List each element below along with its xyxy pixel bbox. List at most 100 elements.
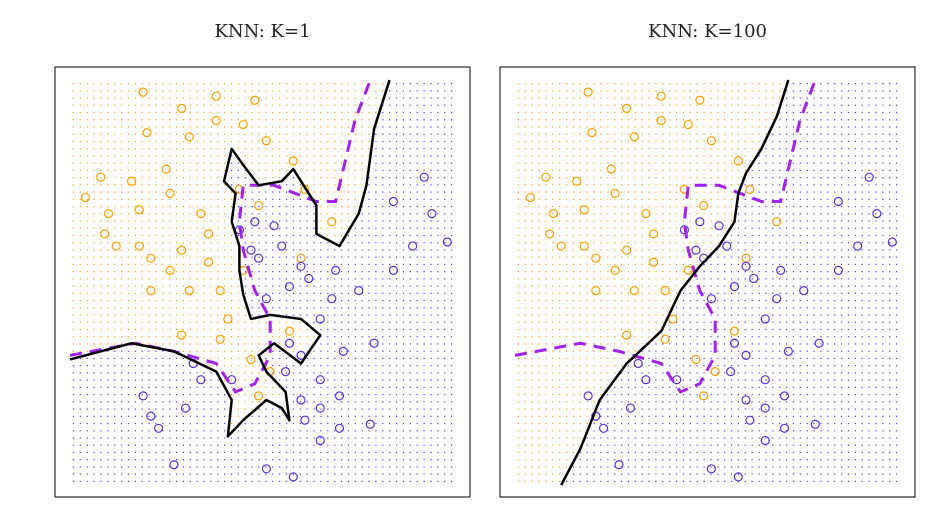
grid-dot — [313, 169, 315, 172]
grid-dot — [340, 234, 343, 237]
grid-dot — [395, 336, 398, 338]
grid-dot — [203, 408, 205, 410]
grid-dot — [285, 343, 288, 345]
grid-dot — [162, 126, 164, 128]
grid-dot — [531, 415, 533, 417]
grid-dot — [224, 285, 226, 287]
grid-dot — [175, 140, 178, 143]
grid-dot — [244, 205, 246, 208]
grid-dot — [224, 415, 226, 417]
grid-dot — [258, 126, 260, 128]
grid-dot — [237, 393, 240, 396]
grid-dot — [552, 227, 554, 229]
grid-dot — [586, 336, 588, 338]
grid-dot — [450, 299, 453, 302]
grid-dot — [586, 220, 588, 222]
grid-dot — [230, 155, 233, 157]
grid-dot — [155, 299, 157, 302]
grid-dot — [334, 148, 336, 150]
grid-dot — [730, 466, 733, 468]
grid-dot — [155, 379, 157, 381]
grid-dot — [430, 430, 432, 432]
grid-dot — [382, 292, 384, 294]
grid-dot — [320, 133, 322, 135]
grid-dot — [703, 393, 705, 396]
grid-dot — [669, 466, 671, 468]
grid-dot — [320, 256, 322, 258]
grid-dot — [627, 249, 630, 251]
grid-dot — [244, 198, 246, 200]
grid-dot — [634, 299, 636, 302]
grid-dot — [93, 249, 95, 251]
grid-dot — [444, 299, 446, 302]
grid-dot — [368, 473, 370, 475]
grid-dot — [627, 140, 630, 143]
grid-dot — [648, 227, 650, 229]
grid-dot — [127, 191, 130, 193]
grid-dot — [375, 393, 377, 396]
grid-dot — [423, 249, 425, 251]
grid-dot — [79, 379, 81, 381]
grid-dot — [724, 220, 726, 222]
grid-dot — [230, 234, 233, 237]
grid-dot — [450, 227, 453, 229]
grid-dot — [361, 473, 363, 475]
data-point — [315, 435, 325, 446]
grid-dot — [620, 321, 623, 323]
data-point — [211, 115, 221, 126]
grid-dot — [368, 256, 370, 258]
grid-dot — [251, 90, 253, 92]
grid-dot — [675, 459, 678, 461]
grid-dot — [114, 213, 116, 215]
grid-dot — [251, 451, 253, 454]
grid-dot — [559, 292, 561, 294]
grid-dot — [175, 242, 178, 244]
grid-dot — [148, 169, 150, 172]
grid-dot — [559, 466, 561, 468]
grid-dot — [416, 328, 418, 331]
grid-dot — [416, 307, 418, 309]
grid-dot — [634, 249, 636, 251]
grid-dot — [230, 314, 233, 316]
grid-dot — [389, 430, 391, 432]
grid-dot — [730, 321, 733, 323]
grid-dot — [114, 350, 116, 352]
grid-dot — [682, 480, 685, 482]
grid-dot — [402, 191, 405, 193]
grid-dot — [299, 104, 301, 106]
grid-dot — [334, 422, 336, 425]
grid-dot — [402, 90, 405, 92]
grid-dot — [292, 249, 295, 251]
grid-dot — [552, 292, 554, 294]
grid-dot — [531, 140, 533, 143]
grid-dot — [244, 480, 246, 482]
grid-dot — [669, 299, 671, 302]
grid-dot — [107, 249, 109, 251]
grid-dot — [724, 480, 726, 482]
grid-dot — [579, 104, 581, 106]
grid-dot — [120, 314, 123, 316]
grid-dot — [272, 177, 274, 179]
grid-dot — [559, 328, 561, 331]
grid-dot — [620, 451, 623, 454]
grid-dot — [450, 459, 453, 461]
grid-dot — [210, 133, 212, 135]
grid-dot — [230, 169, 233, 172]
grid-dot — [272, 227, 274, 229]
grid-dot — [450, 437, 453, 439]
grid-dot — [545, 271, 547, 273]
grid-dot — [279, 256, 281, 258]
grid-dot — [675, 321, 678, 323]
grid-dot — [545, 365, 547, 367]
grid-dot — [655, 169, 657, 172]
grid-dot — [450, 451, 453, 454]
grid-dot — [182, 401, 185, 403]
grid-dot — [545, 328, 547, 331]
grid-dot — [148, 162, 150, 164]
grid-dot — [251, 234, 253, 237]
grid-dot — [416, 422, 418, 425]
grid-dot — [361, 191, 363, 193]
grid-dot — [703, 90, 705, 92]
grid-dot — [395, 372, 398, 374]
grid-dot — [662, 473, 664, 475]
